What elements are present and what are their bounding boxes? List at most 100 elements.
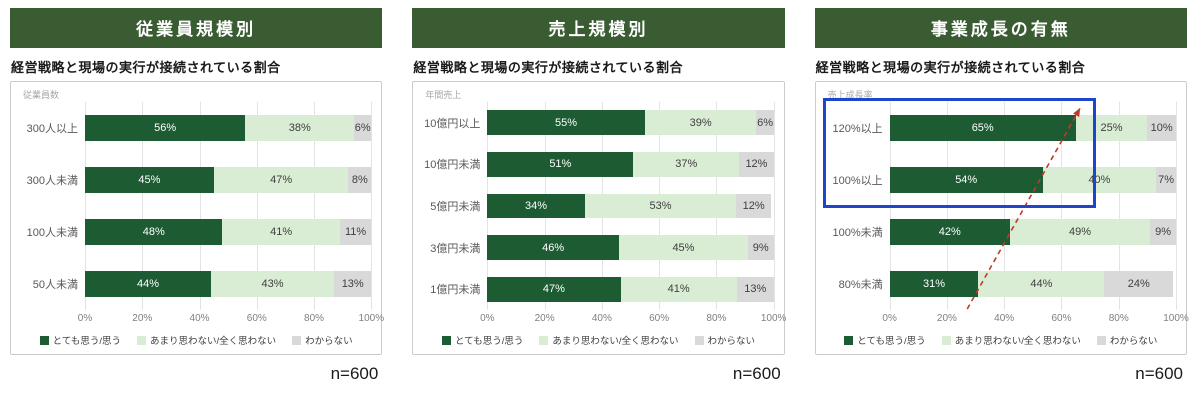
gridline xyxy=(773,102,775,310)
panel-header-revenue-scale: 売上規模別 xyxy=(412,8,785,48)
x-axis: 0% 20% 40% 60% 80% 100% xyxy=(480,313,786,328)
bar-row: 54% 40% 7% xyxy=(889,154,1176,206)
legend-label: あまり思わない/全く思わない xyxy=(954,336,1081,347)
axis-tick-label: 100% xyxy=(760,313,787,324)
axis-tick-label: 0% xyxy=(480,313,495,324)
plot-area: 65% 25% 10% 54% 40% 7% 42% 49% 9% 31% 44% 24% xyxy=(889,102,1177,310)
category-label: 10億円未満 xyxy=(424,159,481,172)
bar-segment: 54% xyxy=(889,167,1043,193)
bar-row: 48% 41% 11% xyxy=(85,206,372,258)
bar-row: 45% 47% 8% xyxy=(85,154,372,206)
category-label: 100人未満 xyxy=(26,227,78,239)
legend-label: とても思う/思う xyxy=(857,336,926,347)
bar-row: 34% 53% 12% xyxy=(487,185,773,227)
panel-title: 売上規模別 xyxy=(548,20,649,39)
plot-area: 56% 38% 6% 45% 47% 8% 48% 41% 11% 44% 43% 13% xyxy=(85,102,373,310)
gridline xyxy=(256,102,258,310)
category-label: 80%未満 xyxy=(838,279,883,291)
legend-swatch xyxy=(941,335,951,345)
legend-label: わからない xyxy=(305,336,353,347)
bar-segment: 25% xyxy=(1075,115,1148,141)
bar-segment: 49% xyxy=(1009,219,1151,245)
bar-segment: 9% xyxy=(747,235,774,261)
bar-segment: 43% xyxy=(210,271,335,297)
bar-segment: 46% xyxy=(487,235,620,261)
bar-row: 31% 44% 24% xyxy=(889,258,1176,310)
axis-tick-label: 20% xyxy=(534,313,555,324)
legend-swatch xyxy=(292,335,302,345)
legend-swatch xyxy=(1096,335,1106,345)
bar-row: 47% 41% 13% xyxy=(487,268,774,310)
chart-box: 年間売上 10億円以上 10億円未満 5億円未満 3億円未満 1億円未満 55% 39% 6… xyxy=(412,81,786,355)
legend-item: わからない xyxy=(1096,333,1157,347)
chart-subtitle: 経営戦略と現場の実行が接続されている割合 xyxy=(815,60,1086,75)
legend-item: とても思う/思う xyxy=(441,333,524,347)
legend-swatch xyxy=(39,335,49,345)
category-label: 100%未満 xyxy=(832,227,883,239)
chart-subtitle: 経営戦略と現場の実行が接続されている割合 xyxy=(11,60,281,75)
axis-tick-label: 40% xyxy=(189,313,210,324)
axis-unit-label: 売上成長率 xyxy=(827,90,873,100)
panel-employee-scale: 従業員規模別 経営戦略と現場の実行が接続されている割合 従業員数 300人以上 3… xyxy=(10,8,384,405)
bar-segment: 39% xyxy=(644,110,757,136)
gridline xyxy=(314,102,316,310)
panel-revenue-scale: 売上規模別 経営戦略と現場の実行が接続されている割合 年間売上 10億円以上 10… xyxy=(412,8,786,405)
legend-item: あまり思わない/全く思わない xyxy=(137,333,276,347)
bar-row: 42% 49% 9% xyxy=(889,206,1176,258)
chart-grid: 10億円以上 10億円未満 5億円未満 3億円未満 1億円未満 55% 39% 6% 51% 3… xyxy=(423,102,775,310)
category-label: 10億円以上 xyxy=(424,117,481,130)
bar-segment: 44% xyxy=(85,271,211,297)
bar-segment: 31% xyxy=(889,271,979,297)
axis-tick-label: 60% xyxy=(246,313,267,324)
category-label: 3億円未満 xyxy=(430,242,481,255)
gridline xyxy=(1175,102,1177,310)
gridline xyxy=(371,102,373,310)
axis-tick-label: 80% xyxy=(304,313,325,324)
bar-segment: 40% xyxy=(1042,167,1157,193)
legend-swatch xyxy=(844,335,854,345)
bar-segment: 55% xyxy=(487,110,645,136)
chart-grid: 120%以上 100%以上 100%未満 80%未満 65% 25% 10% 54% 40% 7… xyxy=(822,98,1177,310)
bar-segment: 53% xyxy=(584,193,737,219)
category-labels: 120%以上 100%以上 100%未満 80%未満 xyxy=(826,102,890,310)
bar-segment: 34% xyxy=(487,193,585,219)
legend-item: あまり思わない/全く思わない xyxy=(941,333,1081,347)
bar-segment: 45% xyxy=(619,235,748,261)
bar-segment: 24% xyxy=(1104,271,1174,297)
bar-segment: 12% xyxy=(739,151,774,177)
chart-subtitle: 経営戦略と現場の実行が接続されている割合 xyxy=(413,60,683,75)
sample-size-label: n=600 xyxy=(330,364,379,383)
panel-header-employee-scale: 従業員規模別 xyxy=(10,8,383,48)
category-label: 100%以上 xyxy=(832,175,883,187)
gridline xyxy=(1118,102,1120,310)
legend: とても思う/思う あまり思わない/全く思わない わからない xyxy=(21,328,371,352)
category-label: 300人未満 xyxy=(26,175,78,187)
bar-segment: 45% xyxy=(85,167,214,193)
x-axis: 0% 20% 40% 60% 80% 100% xyxy=(882,313,1188,328)
legend-swatch xyxy=(137,335,147,345)
sample-size-label: n=600 xyxy=(732,364,781,383)
x-axis: 0% 20% 40% 60% 80% 100% xyxy=(78,313,384,328)
legend-label: あまり思わない/全く思わない xyxy=(150,336,277,347)
bar-segment: 47% xyxy=(213,167,349,193)
legend-label: とても思う/思う xyxy=(454,336,524,347)
legend-item: あまり思わない/全く思わない xyxy=(539,333,679,347)
legend: とても思う/思う あまり思わない/全く思わない わからない xyxy=(423,328,773,352)
bar-segment: 12% xyxy=(736,193,771,219)
legend: とても思う/思う あまり思わない/全く思わない わからない xyxy=(826,328,1176,352)
axis-tick-label: 20% xyxy=(132,313,153,324)
chart-box: 売上成長率 120%以上 100%以上 100%未満 80%未満 65% 25% 10% 5… xyxy=(814,81,1189,355)
legend-item: とても思う/思う xyxy=(844,333,926,347)
bar-segment: 56% xyxy=(85,115,246,141)
bar-segment: 8% xyxy=(348,167,372,193)
category-labels: 10億円以上 10億円未満 5億円未満 3億円未満 1億円未満 xyxy=(423,102,487,310)
axis-tick-label: 40% xyxy=(994,313,1015,324)
bar-row: 56% 38% 6% xyxy=(85,102,372,154)
bar-segment: 42% xyxy=(889,219,1010,245)
axis-tick-label: 80% xyxy=(1108,313,1129,324)
bar-segment: 6% xyxy=(354,115,372,141)
bar-segment: 47% xyxy=(487,276,621,302)
bar-segment: 65% xyxy=(889,115,1076,141)
legend-label: とても思う/思う xyxy=(52,336,122,347)
